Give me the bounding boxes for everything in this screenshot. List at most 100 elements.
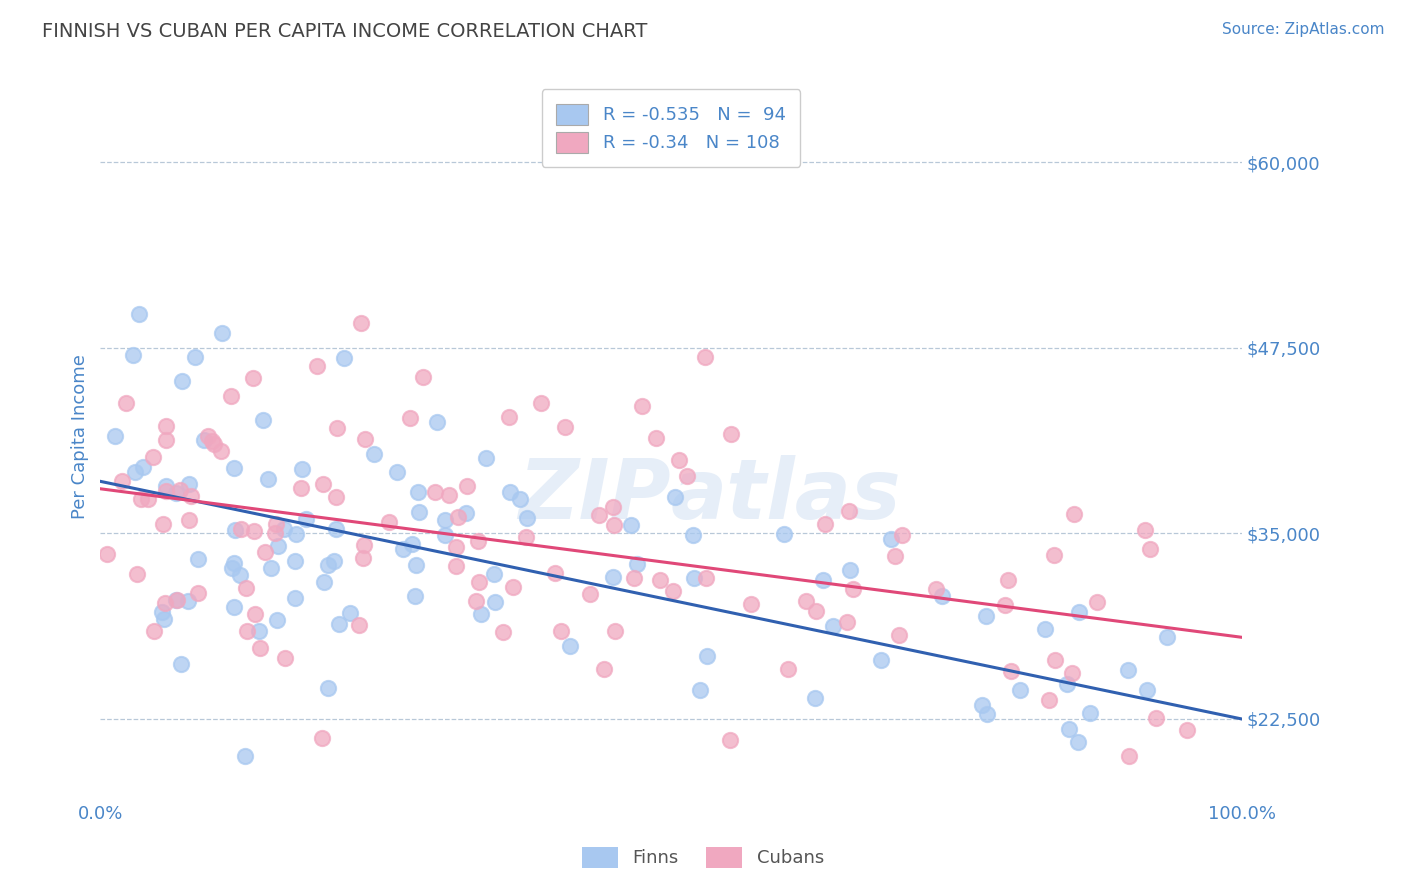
Point: [202, 437, 225, 451]
Point: [350, 316, 373, 330]
Point: [683, 571, 706, 585]
Point: [794, 594, 817, 608]
Point: [499, 484, 522, 499]
Point: [605, 624, 627, 639]
Point: [155, 434, 177, 448]
Point: [111, 474, 134, 488]
Point: [284, 527, 307, 541]
Point: [222, 556, 245, 570]
Point: [883, 549, 905, 563]
Point: [1042, 548, 1064, 562]
Point: [1063, 507, 1085, 521]
Point: [588, 508, 610, 523]
Point: [456, 479, 478, 493]
Point: [664, 490, 686, 504]
Point: [259, 560, 281, 574]
Point: [312, 574, 335, 589]
Point: [444, 558, 467, 573]
Point: [284, 554, 307, 568]
Point: [263, 525, 285, 540]
Y-axis label: Per Capita Income: Per Capita Income: [72, 354, 89, 519]
Point: [96, 547, 118, 561]
Point: [398, 411, 420, 425]
Point: [318, 681, 340, 696]
Point: [444, 540, 467, 554]
Point: [247, 624, 270, 639]
Point: [676, 469, 699, 483]
Point: [197, 428, 219, 442]
Point: [502, 580, 524, 594]
Point: [839, 563, 862, 577]
Point: [219, 389, 242, 403]
Point: [132, 460, 155, 475]
Point: [122, 348, 145, 362]
Point: [152, 517, 174, 532]
Point: [972, 698, 994, 713]
Point: [821, 619, 844, 633]
Point: [143, 624, 166, 638]
Point: [115, 396, 138, 410]
Point: [124, 466, 146, 480]
Point: [515, 530, 537, 544]
Point: [887, 628, 910, 642]
Point: [264, 517, 287, 532]
Point: [880, 533, 903, 547]
Point: [465, 594, 488, 608]
Point: [1056, 677, 1078, 691]
Point: [447, 510, 470, 524]
Point: [170, 657, 193, 671]
Point: [235, 581, 257, 595]
Point: [470, 607, 492, 621]
Point: [668, 453, 690, 467]
Point: [773, 527, 796, 541]
Point: [498, 410, 520, 425]
Point: [267, 539, 290, 553]
Point: [804, 604, 827, 618]
Point: [509, 492, 531, 507]
Point: [838, 504, 860, 518]
Point: [1175, 723, 1198, 737]
Point: [229, 568, 252, 582]
Point: [997, 573, 1019, 587]
Point: [169, 483, 191, 498]
Point: [1008, 682, 1031, 697]
Point: [645, 431, 668, 445]
Point: [890, 528, 912, 542]
Point: [136, 492, 159, 507]
Point: [242, 371, 264, 385]
Point: [1136, 682, 1159, 697]
Point: [842, 582, 865, 596]
Legend: R = -0.535   N =  94, R = -0.34   N = 108: R = -0.535 N = 94, R = -0.34 N = 108: [541, 89, 800, 167]
Point: [1057, 722, 1080, 736]
Point: [180, 489, 202, 503]
Point: [352, 550, 374, 565]
Point: [177, 477, 200, 491]
Point: [142, 450, 165, 464]
Point: [129, 491, 152, 506]
Point: [661, 584, 683, 599]
Point: [695, 571, 717, 585]
Point: [209, 444, 232, 458]
Point: [592, 662, 614, 676]
Legend: Finns, Cubans: Finns, Cubans: [571, 836, 835, 879]
Point: [305, 359, 328, 373]
Point: [1156, 630, 1178, 644]
Point: [1062, 666, 1084, 681]
Point: [166, 593, 188, 607]
Point: [1139, 541, 1161, 556]
Point: [813, 574, 835, 588]
Point: [976, 707, 998, 722]
Point: [626, 557, 648, 571]
Point: [814, 517, 837, 532]
Point: [312, 477, 335, 491]
Point: [363, 447, 385, 461]
Point: [353, 538, 375, 552]
Point: [295, 511, 318, 525]
Point: [776, 662, 799, 676]
Point: [405, 558, 427, 572]
Point: [1067, 605, 1090, 619]
Point: [243, 607, 266, 622]
Point: [425, 485, 447, 500]
Point: [266, 613, 288, 627]
Point: [128, 307, 150, 321]
